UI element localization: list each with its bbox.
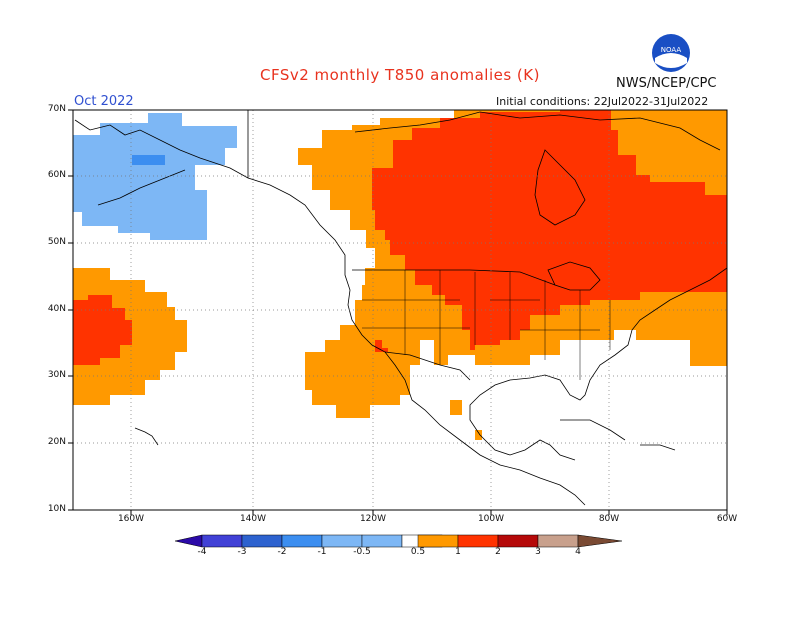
lon-label: 80W xyxy=(598,514,620,524)
forecast-month: Oct 2022 xyxy=(74,94,134,109)
organization-label: NWS/NCEP/CPC xyxy=(616,76,717,91)
colorbar-label: -2 xyxy=(277,547,287,557)
graticule xyxy=(73,110,727,510)
lon-label: 140W xyxy=(239,514,267,524)
negative-anomaly-region xyxy=(73,113,237,240)
lat-label: 20N xyxy=(47,437,66,447)
strong-warm-anomaly-region xyxy=(73,110,727,365)
colorbar-label: 4 xyxy=(575,547,581,557)
colorbar-label: 3 xyxy=(535,547,541,557)
colorbar-label: 1 xyxy=(455,547,461,557)
lat-label: 60N xyxy=(47,170,66,180)
coastlines xyxy=(74,110,728,506)
lon-label: 160W xyxy=(117,514,145,524)
logo-text: NOAA xyxy=(661,46,682,54)
lon-label: 100W xyxy=(477,514,505,524)
colorbar-label: -0.5 xyxy=(353,547,371,557)
lat-label: 70N xyxy=(47,104,66,114)
noaa-logo: NOAA xyxy=(652,34,690,72)
colorbar xyxy=(174,534,623,548)
colorbar-label: -1 xyxy=(317,547,327,557)
colorbar-label: 0.5 xyxy=(410,547,426,557)
lon-label: 60W xyxy=(716,514,738,524)
state-boundaries xyxy=(362,270,611,380)
colorbar-label: 2 xyxy=(495,547,501,557)
lat-label: 50N xyxy=(47,237,66,247)
lat-label: 10N xyxy=(47,504,66,514)
lon-label: 120W xyxy=(359,514,387,524)
initial-conditions: Initial conditions: 22Jul2022-31Jul2022 xyxy=(496,95,709,108)
map-title: CFSv2 monthly T850 anomalies (K) xyxy=(260,66,540,84)
lat-label: 30N xyxy=(47,370,66,380)
lat-label: 40N xyxy=(47,304,66,314)
colorbar-label: -4 xyxy=(197,547,207,557)
colorbar-label: -3 xyxy=(237,547,247,557)
